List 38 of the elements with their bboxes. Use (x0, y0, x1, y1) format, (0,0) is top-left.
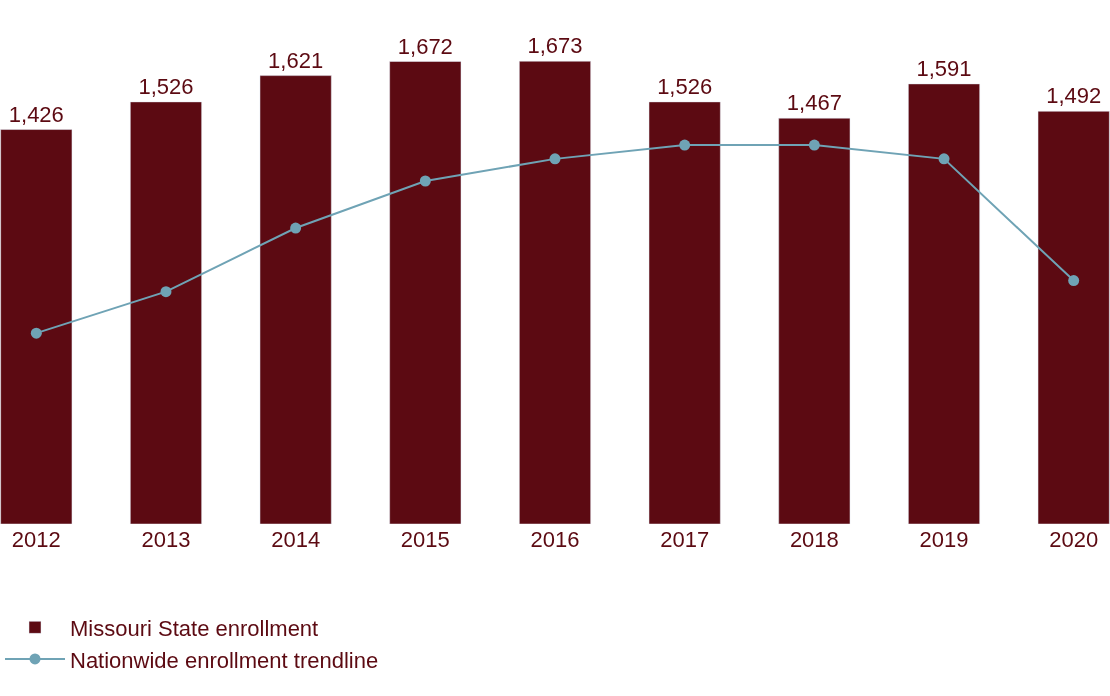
data-label: 1,673 (527, 33, 583, 59)
x-tick-label: 2013 (141, 527, 191, 552)
bar (259, 75, 332, 524)
data-label: 1,426 (8, 101, 64, 127)
x-tick-label: 2015 (400, 527, 450, 552)
point (30, 327, 42, 339)
legend-label: Missouri State enrollment (70, 615, 319, 641)
bar (648, 101, 721, 524)
bar (778, 117, 851, 524)
point (160, 286, 172, 298)
point (938, 153, 950, 165)
point (679, 139, 691, 151)
x-tick-label: 2020 (1049, 527, 1099, 552)
point (549, 153, 561, 165)
bar (908, 83, 980, 524)
bar (0, 129, 73, 524)
legend-label: Nationwide enrollment trendline (70, 647, 379, 673)
x-tick-label: 2016 (530, 527, 580, 552)
point (1068, 275, 1080, 287)
data-label: 1,591 (916, 55, 972, 81)
x-tick-label: 2017 (660, 527, 710, 552)
data-label: 1,526 (138, 73, 194, 99)
data-label: 1,492 (1046, 83, 1102, 109)
bar (130, 101, 202, 524)
data-label: 1,621 (268, 47, 324, 73)
point (290, 222, 302, 234)
data-label: 1,526 (657, 73, 713, 99)
bar (1037, 111, 1110, 524)
bar (519, 60, 591, 524)
x-tick-label: 2018 (789, 527, 839, 552)
x-tick-label: 2019 (919, 527, 969, 552)
data-label: 1,467 (786, 90, 842, 116)
data-label: 1,672 (397, 33, 453, 59)
x-tick-label: 2014 (271, 527, 321, 552)
bar (389, 61, 462, 524)
x-tick-label: 2012 (11, 527, 61, 552)
point (808, 139, 820, 151)
point (419, 175, 431, 187)
